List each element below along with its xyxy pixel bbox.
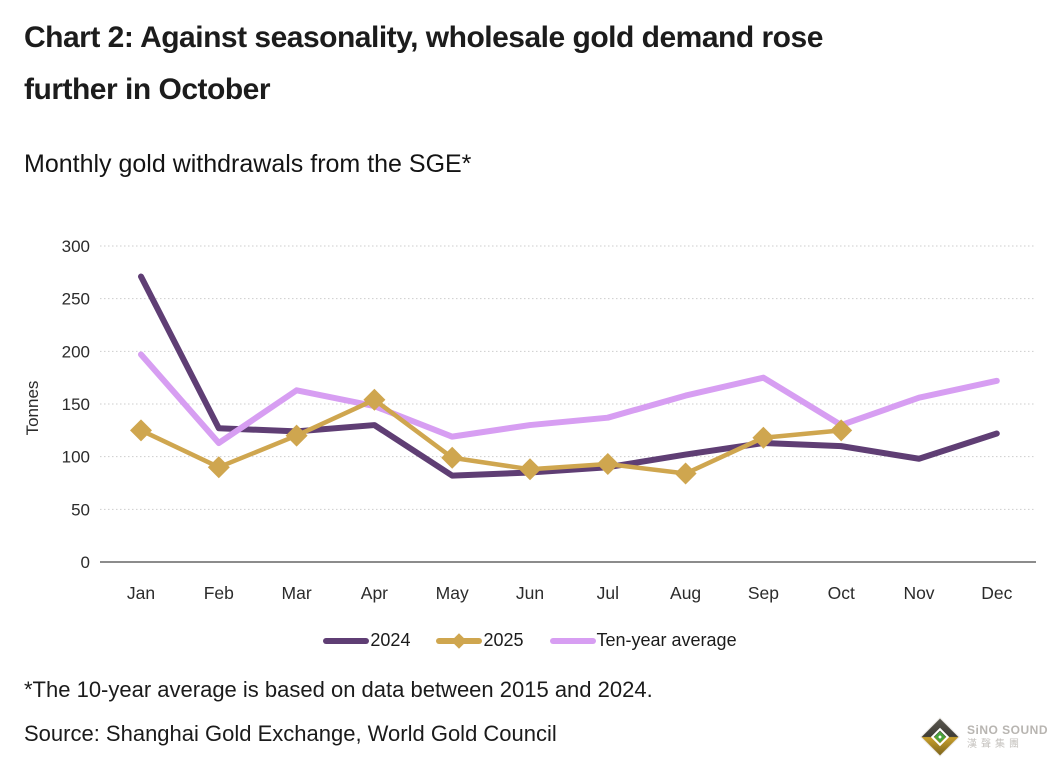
chart-legend: 2024 2025 Ten-year average	[0, 630, 1060, 651]
x-axis-tick-label: Apr	[361, 583, 388, 603]
chart-source: Source: Shanghai Gold Exchange, World Go…	[24, 721, 557, 746]
logo-brand-text: SiNO SOUND	[966, 722, 1048, 737]
legend-item-2025: 2025	[436, 630, 524, 651]
x-axis-tick-label: May	[436, 583, 469, 603]
diamond-marker	[363, 388, 386, 411]
y-axis-tick-label: 300	[62, 237, 90, 256]
legend-item-ten-year-average: Ten-year average	[549, 630, 737, 651]
diamond-marker	[674, 462, 697, 485]
diamond-marker	[207, 456, 230, 479]
y-axis-title: Tonnes	[23, 381, 42, 436]
legend-line-swatch	[549, 637, 596, 644]
y-axis-tick-label: 150	[62, 395, 90, 414]
diamond-marker	[130, 419, 152, 442]
diamond-marker	[752, 426, 775, 449]
diamond-marker	[519, 458, 541, 481]
legend-diamond-marker	[451, 632, 468, 649]
diamond-marker	[285, 424, 308, 447]
y-axis-tick-label: 0	[81, 553, 90, 572]
sino-sound-diamond-icon	[919, 716, 961, 758]
diamond-marker	[830, 419, 853, 442]
y-axis-tick-label: 250	[62, 290, 90, 309]
x-axis-tick-label: Mar	[282, 583, 312, 603]
chart-footnote: *The 10-year average is based on data be…	[24, 677, 653, 702]
y-axis-tick-label: 100	[62, 448, 90, 467]
x-axis-tick-label: Aug	[670, 583, 701, 603]
series-line-2025	[138, 397, 844, 476]
x-axis-tick-label: Nov	[903, 583, 934, 603]
diamond-marker	[441, 446, 464, 469]
y-axis-tick-label: 50	[71, 500, 90, 519]
x-axis-tick-label: Feb	[204, 583, 234, 603]
legend-label: 2024	[370, 630, 411, 650]
series-line-ten-year-average	[138, 351, 1000, 446]
chart-subtitle: Monthly gold withdrawals from the SGE*	[24, 150, 472, 178]
series-line-2024	[138, 273, 1000, 479]
legend-line-swatch	[323, 637, 370, 644]
logo-brand-text-cn: 漢聲集團	[966, 739, 1023, 751]
legend-item-2024: 2024	[323, 630, 410, 651]
x-axis-tick-label: Oct	[828, 583, 855, 603]
diamond-marker	[596, 453, 619, 476]
legend-line-swatch	[436, 632, 483, 649]
sino-sound-logo: SiNO SOUND 漢聲集團	[919, 716, 1048, 758]
legend-label: 2025	[483, 630, 524, 650]
chart-title: Chart 2: Against seasonality, wholesale …	[24, 21, 823, 106]
x-axis-tick-label: Sep	[748, 583, 779, 603]
x-axis-tick-label: Jan	[127, 583, 155, 603]
y-axis-tick-label: 200	[62, 342, 90, 361]
x-axis-tick-label: Jul	[597, 583, 619, 603]
x-axis-tick-label: Dec	[981, 583, 1012, 603]
legend-label: Ten-year average	[596, 630, 737, 650]
x-axis-tick-label: Jun	[516, 583, 544, 603]
